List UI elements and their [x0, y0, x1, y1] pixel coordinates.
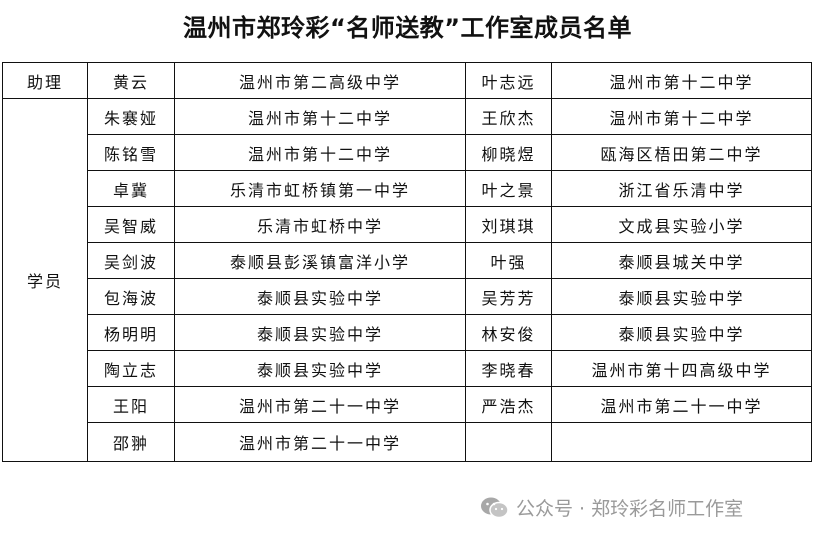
school-cell: 温州市第二十一中学 — [174, 386, 466, 423]
table-row: 王阳 温州市第二十一中学 严浩杰 温州市第二十一中学 — [3, 386, 812, 423]
school-cell: 乐清市虹桥中学 — [174, 206, 466, 243]
name-cell: 包海波 — [87, 278, 175, 315]
name-cell: 吴芳芳 — [465, 278, 552, 315]
name-cell — [465, 422, 552, 462]
school-cell: 温州市第二十一中学 — [174, 422, 466, 462]
name-cell: 刘琪琪 — [465, 206, 552, 243]
school-cell: 温州市第十二中学 — [174, 134, 466, 171]
table-row: 陶立志 泰顺县实验中学 李晓春 温州市第十四高级中学 — [3, 350, 812, 387]
name-cell: 邵翀 — [87, 422, 175, 462]
role-cell: 助理 — [2, 62, 88, 99]
table-row-assistant: 助理 黄云 温州市第二高级中学 叶志远 温州市第十二中学 — [2, 62, 812, 99]
school-cell: 泰顺县实验中学 — [174, 278, 466, 315]
school-cell: 温州市第十二中学 — [551, 98, 812, 135]
school-cell: 乐清市虹桥镇第一中学 — [174, 170, 466, 207]
name-cell: 林安俊 — [465, 314, 552, 351]
name-cell: 叶强 — [465, 242, 552, 279]
school-cell — [551, 422, 812, 462]
watermark: 公众号 · 郑玲彩名师工作室 — [480, 494, 743, 521]
school-cell: 泰顺县彭溪镇富洋小学 — [174, 242, 466, 279]
students-label: 学员 — [2, 98, 88, 462]
name-cell: 严浩杰 — [465, 386, 552, 423]
table-row: 包海波 泰顺县实验中学 吴芳芳 泰顺县实验中学 — [3, 278, 812, 315]
school-cell: 泰顺县城关中学 — [551, 242, 812, 279]
name-cell: 王欣杰 — [465, 98, 552, 135]
wechat-icon — [481, 497, 509, 518]
school-cell: 瓯海区梧田第二中学 — [551, 134, 812, 171]
name-cell: 黄云 — [87, 62, 175, 99]
watermark-text: 公众号 · 郑玲彩名师工作室 — [516, 498, 744, 520]
member-table: 助理 黄云 温州市第二高级中学 叶志远 温州市第十二中学 学员 朱褰娅 温州市第十… — [2, 62, 812, 462]
name-cell: 吴剑波 — [87, 242, 175, 279]
table-row: 吴剑波 泰顺县彭溪镇富洋小学 叶强 泰顺县城关中学 — [3, 242, 812, 279]
name-cell: 卓冀 — [87, 170, 175, 207]
school-cell: 泰顺县实验中学 — [174, 350, 466, 387]
school-cell: 浙江省乐清中学 — [551, 170, 812, 207]
table-row: 卓冀 乐清市虹桥镇第一中学 叶之景 浙江省乐清中学 — [3, 170, 812, 207]
school-cell: 文成县实验小学 — [551, 206, 812, 243]
name-cell: 陈铭雪 — [87, 134, 175, 171]
school-cell: 温州市第二高级中学 — [174, 62, 466, 99]
table-row: 学员 朱褰娅 温州市第十二中学 王欣杰 温州市第十二中学 — [2, 98, 812, 462]
school-cell: 温州市第十二中学 — [174, 98, 466, 135]
school-cell: 温州市第十二中学 — [551, 62, 812, 99]
table-row: 杨明明 泰顺县实验中学 林安俊 泰顺县实验中学 — [3, 314, 812, 351]
page-title: 温州市郑玲彩“名师送教”工作室成员名单 — [182, 14, 633, 42]
name-cell: 朱褰娅 — [87, 98, 175, 135]
school-cell: 泰顺县实验中学 — [551, 278, 812, 315]
school-cell: 泰顺县实验中学 — [174, 314, 466, 351]
name-cell: 李晓春 — [465, 350, 552, 387]
table-row: 邵翀 温州市第二十一中学 — [3, 422, 812, 462]
school-cell: 温州市第二十一中学 — [551, 386, 812, 423]
table-row: 陈铭雪 温州市第十二中学 柳晓煜 瓯海区梧田第二中学 — [3, 134, 812, 171]
name-cell: 陶立志 — [87, 350, 175, 387]
name-cell: 叶之景 — [465, 170, 552, 207]
school-cell: 泰顺县实验中学 — [551, 314, 812, 351]
table-row: 吴智威 乐清市虹桥中学 刘琪琪 文成县实验小学 — [3, 206, 812, 243]
name-cell: 吴智威 — [87, 206, 175, 243]
name-cell: 柳晓煜 — [465, 134, 552, 171]
school-cell: 温州市第十四高级中学 — [551, 350, 812, 387]
name-cell: 叶志远 — [465, 62, 552, 99]
name-cell: 王阳 — [87, 386, 175, 423]
name-cell: 杨明明 — [87, 314, 175, 351]
